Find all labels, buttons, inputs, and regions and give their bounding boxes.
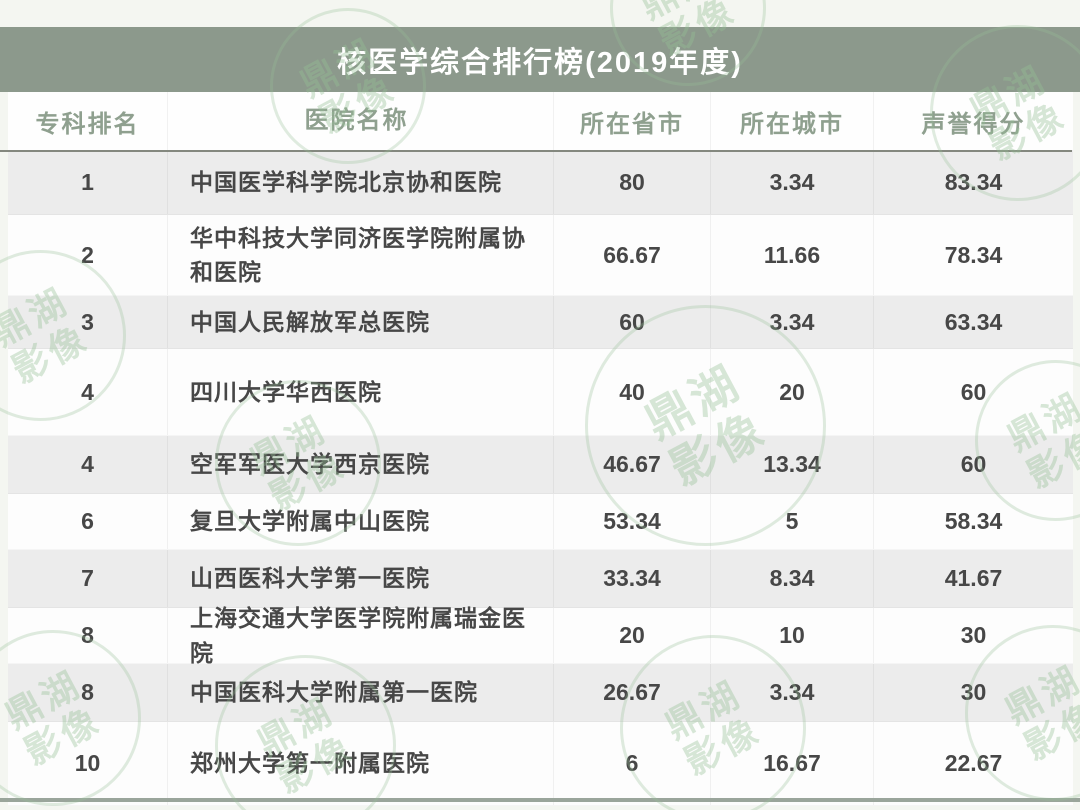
table-body: 1 中国医学科学院北京协和医院 80 3.34 83.34 2 华中科技大学同济医学院附属协…: [8, 150, 1073, 806]
city-score-cell: 8.34: [710, 550, 873, 607]
province-score-cell: 46.67: [553, 436, 710, 493]
reputation-score-cell: 30: [873, 608, 1073, 663]
reputation-score-cell: 63.34: [873, 296, 1073, 348]
rank-cell: 10: [74, 750, 101, 776]
hospital-name-cell: 复旦大学附属中山医院: [167, 494, 553, 549]
rank-cell: 8: [81, 622, 94, 648]
province-score-cell: 40: [553, 349, 710, 435]
city-score-cell: 11.66: [710, 215, 873, 295]
province-score-cell: 60: [553, 296, 710, 348]
province-score-cell: 6: [553, 722, 710, 805]
reputation-score-cell: 22.67: [873, 722, 1073, 805]
city-score-cell: 13.34: [710, 436, 873, 493]
reputation-score-cell: 41.67: [873, 550, 1073, 607]
rank-cell: 4: [81, 451, 94, 477]
table-row: 2 华中科技大学同济医学院附属协和医院 66.67 11.66 78.34: [8, 215, 1073, 296]
city-score-cell: 3.34: [710, 150, 873, 214]
title-bar: 核医学综合排行榜(2019年度): [0, 27, 1080, 92]
table-row: 6 复旦大学附属中山医院 53.34 5 58.34: [8, 494, 1073, 550]
bottom-rule: [0, 798, 1080, 802]
province-score-cell: 33.34: [553, 550, 710, 607]
ranking-table: 专科排名 医院名称 所在省市 所在城市 声誉得分 1 中国医学科学院北京协和医院 8…: [8, 92, 1073, 806]
column-header-province: 所在省市: [553, 92, 710, 150]
city-score-cell: 20: [710, 349, 873, 435]
reputation-score-cell: 83.34: [873, 150, 1073, 214]
table-row: 1 中国医学科学院北京协和医院 80 3.34 83.34: [8, 150, 1073, 215]
table-row: 4 四川大学华西医院 40 20 60: [8, 349, 1073, 436]
table-row: 4 空军军医大学西京医院 46.67 13.34 60: [8, 436, 1073, 494]
rank-cell: 3: [81, 308, 94, 335]
reputation-score-cell: 30: [873, 664, 1073, 721]
rank-cell: 6: [81, 508, 94, 534]
rank-cell: 4: [81, 378, 94, 405]
hospital-name-cell: 四川大学华西医院: [167, 349, 553, 435]
province-score-cell: 80: [553, 150, 710, 214]
reputation-score-cell: 78.34: [873, 215, 1073, 295]
table-row: 8 中国医科大学附属第一医院 26.67 3.34 30: [8, 664, 1073, 722]
city-score-cell: 16.67: [710, 722, 873, 805]
table-row: 7 山西医科大学第一医院 33.34 8.34 41.67: [8, 550, 1073, 608]
city-score-cell: 3.34: [710, 296, 873, 348]
reputation-score-cell: 58.34: [873, 494, 1073, 549]
city-score-cell: 3.34: [710, 664, 873, 721]
hospital-name-cell: 中国人民解放军总医院: [167, 296, 553, 348]
page-title: 核医学综合排行榜(2019年度): [337, 46, 743, 79]
hospital-name-cell: 中国医科大学附属第一医院: [167, 664, 553, 721]
hospital-name-cell: 中国医学科学院北京协和医院: [167, 150, 553, 214]
header-divider-rule: [0, 150, 1072, 152]
rank-cell: 8: [81, 679, 94, 705]
hospital-name-cell: 华中科技大学同济医学院附属协和医院: [167, 215, 553, 295]
reputation-score-cell: 60: [873, 436, 1073, 493]
table-row: 3 中国人民解放军总医院 60 3.34 63.34: [8, 296, 1073, 349]
hospital-name-cell: 空军军医大学西京医院: [167, 436, 553, 493]
province-score-cell: 26.67: [553, 664, 710, 721]
province-score-cell: 66.67: [553, 215, 710, 295]
table-row: 8 上海交通大学医学院附属瑞金医院 20 10 30: [8, 605, 1073, 666]
province-score-cell: 20: [553, 608, 710, 663]
hospital-name-cell: 山西医科大学第一医院: [167, 550, 553, 607]
column-header-city: 所在城市: [710, 92, 873, 150]
table-row: 10 郑州大学第一附属医院 6 16.67 22.67: [8, 722, 1073, 806]
table-header-row: 专科排名 医院名称 所在省市 所在城市 声誉得分: [8, 92, 1073, 150]
column-header-reputation: 声誉得分: [873, 92, 1073, 150]
city-score-cell: 10: [710, 608, 873, 663]
reputation-score-cell: 60: [873, 349, 1073, 435]
province-score-cell: 53.34: [553, 494, 710, 549]
city-score-cell: 5: [710, 494, 873, 549]
rank-cell: 1: [81, 168, 94, 195]
rank-cell: 7: [81, 565, 94, 591]
column-header-hospital: 医院名称: [167, 92, 553, 150]
rank-cell: 2: [81, 241, 94, 268]
column-header-rank: 专科排名: [35, 110, 140, 138]
hospital-name-cell: 上海交通大学医学院附属瑞金医院: [167, 605, 553, 666]
hospital-name-cell: 郑州大学第一附属医院: [167, 722, 553, 805]
